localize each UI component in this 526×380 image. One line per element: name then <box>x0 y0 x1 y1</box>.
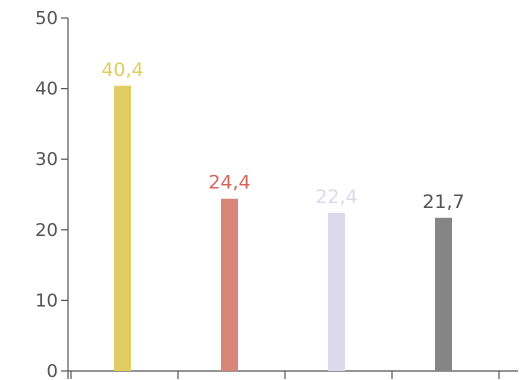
y-tick-label: 10 <box>35 290 58 311</box>
bar-value-label: 22,4 <box>315 186 357 208</box>
y-tick-label: 40 <box>35 79 58 100</box>
bar <box>221 198 238 371</box>
bars <box>114 85 452 371</box>
y-tick-label: 30 <box>35 149 58 170</box>
bar-value-label: 40,4 <box>101 59 143 81</box>
y-tick-label: 20 <box>35 220 58 241</box>
y-tick-label: 50 <box>35 8 58 29</box>
bar <box>114 85 131 371</box>
bar <box>328 212 345 371</box>
bar <box>435 217 452 371</box>
data-labels: 40,4 24,4 22,4 21,7 <box>101 59 464 213</box>
y-axis: 0 10 20 30 40 50 <box>35 8 69 380</box>
x-axis <box>68 370 518 379</box>
y-tick-label: 0 <box>47 361 58 380</box>
bar-value-label: 24,4 <box>208 172 250 194</box>
bar-value-label: 21,7 <box>422 191 464 213</box>
